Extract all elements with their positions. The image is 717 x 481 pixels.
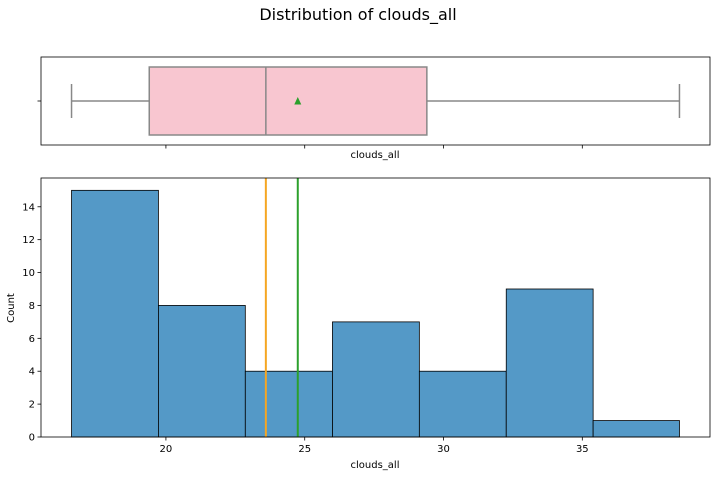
histogram-xtick-label: 30 <box>437 444 450 455</box>
histogram-xtick-label: 35 <box>576 444 589 455</box>
histogram-panel: 0 2 4 6 8 10 12 14 20 25 30 35 <box>22 177 711 455</box>
histogram-bar <box>332 321 420 438</box>
histogram-ytick-label: 0 <box>29 433 35 444</box>
histogram-bar <box>158 305 246 438</box>
histogram-xtick-label: 20 <box>160 444 173 455</box>
histogram-ytick-label: 14 <box>22 202 35 213</box>
histogram-xlabel: clouds_all <box>351 460 400 471</box>
histogram-ytick-label: 6 <box>29 334 35 345</box>
histogram-bar <box>244 370 333 438</box>
chart-title: Distribution of clouds_all <box>259 5 456 25</box>
histogram-bar <box>592 420 680 438</box>
histogram-ylabel: Count <box>6 293 17 323</box>
histogram-ytick-label: 8 <box>29 301 35 312</box>
boxplot-mean-marker <box>294 97 302 105</box>
histogram-xtick-label: 25 <box>298 444 311 455</box>
histogram-bar <box>418 370 507 438</box>
boxplot-box <box>148 66 428 136</box>
histogram-frame <box>40 177 711 438</box>
histogram-ytick-label: 12 <box>22 235 35 246</box>
histogram-ytick-label: 2 <box>29 400 35 411</box>
histogram-ytick-label: 4 <box>29 367 35 378</box>
histogram-bar <box>71 189 159 438</box>
boxplot-xlabel: clouds_all <box>351 150 400 161</box>
boxplot-panel <box>37 56 711 149</box>
histogram-bar <box>505 288 594 438</box>
histogram-ytick-label: 10 <box>22 268 35 279</box>
